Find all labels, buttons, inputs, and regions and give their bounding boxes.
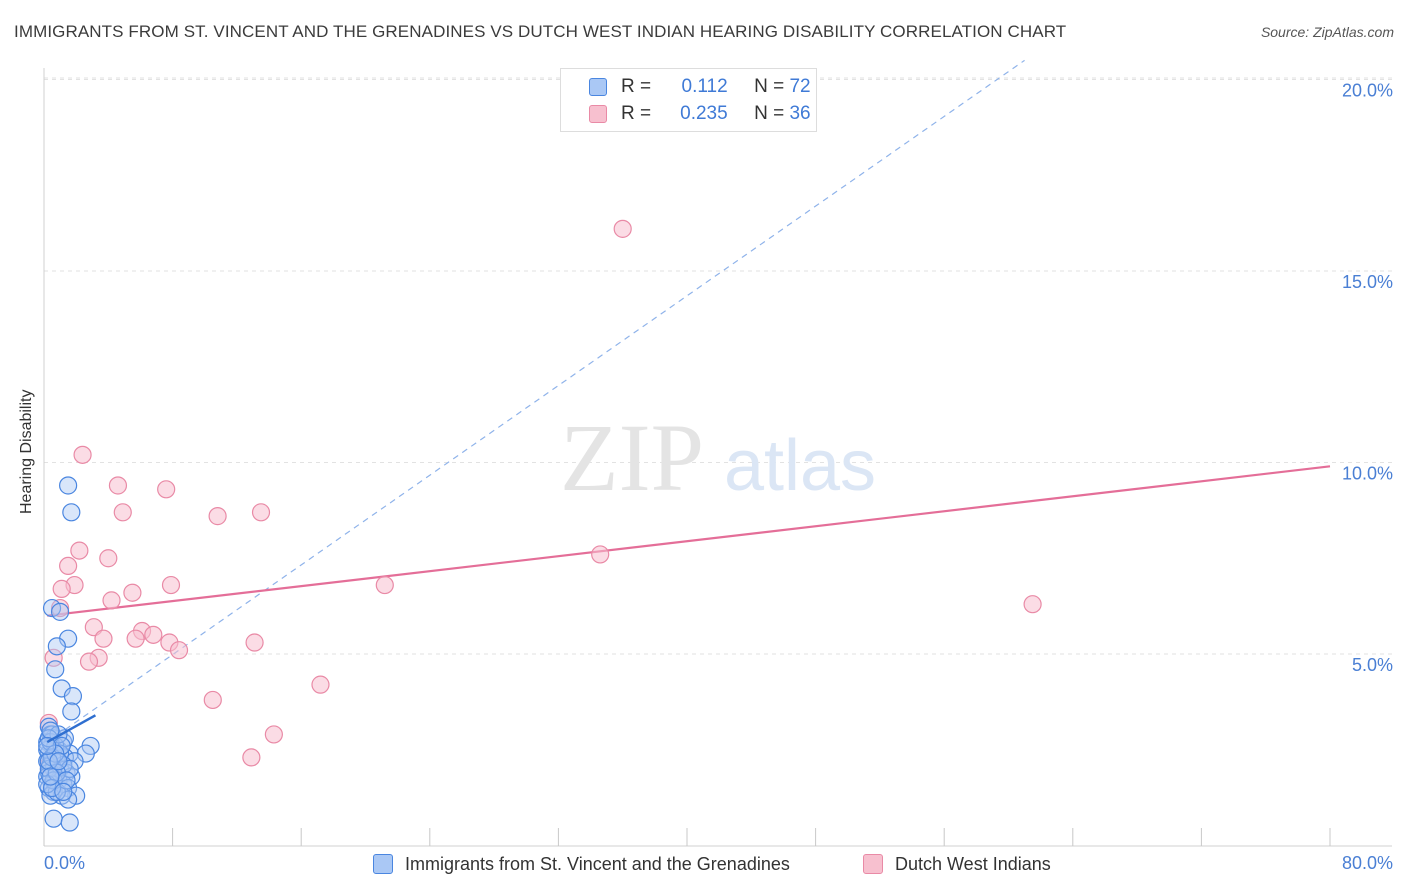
y-tick-label: 10.0% (1342, 464, 1393, 484)
dutch-west-indians-point (245, 633, 264, 652)
dutch-west-indians-point (251, 503, 271, 522)
dutch-west-indians-point (1023, 595, 1042, 614)
legend-n-value: 36 (789, 103, 811, 124)
correlation-legend: R = 0.112 N = 72 R = 0.235 N = 36 (560, 68, 817, 132)
st-vincent-point (50, 602, 70, 621)
dutch-west-indians-point (73, 445, 92, 464)
st-vincent-point (63, 687, 83, 706)
trend-lines (46, 59, 1331, 743)
bottom-legend-swatch-pink (863, 854, 883, 874)
dutch-west-indians-point (113, 503, 132, 522)
dutch-west-indians-point (44, 648, 63, 667)
gridlines (44, 77, 1392, 655)
legend-swatch-pink (589, 105, 607, 123)
legend-n-value: 72 (789, 76, 811, 97)
dutch-west-indians-point (102, 591, 121, 610)
dutch-west-indians-point (375, 575, 394, 595)
legend-r-label: R = (621, 76, 652, 97)
dutch-west-indians-point (242, 748, 261, 767)
watermark-zip: ZIP (560, 404, 704, 511)
x-tick-label: 80.0% (1342, 853, 1393, 873)
bottom-legend-dutch-west-indians: Dutch West Indians (863, 851, 1051, 877)
x-tick-label: 0.0% (44, 853, 85, 873)
dutch-west-indians-point (126, 629, 145, 648)
dutch-west-indians-point (79, 652, 99, 671)
chart-title: IMMIGRANTS FROM ST. VINCENT AND THE GREN… (14, 22, 1067, 41)
y-tick-label: 5.0% (1352, 655, 1393, 675)
legend-n-label: N = (754, 103, 785, 124)
dutch-west-indians-points (39, 219, 1042, 775)
dutch-west-indians-point (157, 480, 176, 499)
dutch-west-indians-point (108, 476, 128, 495)
dutch-west-indians-point (203, 690, 222, 710)
dutch-west-indians-point (70, 541, 89, 560)
legend-row-st-vincent: R = 0.112 N = 72 (589, 75, 811, 99)
y-tick-label: 20.0% (1342, 81, 1393, 101)
st-vincent-trend-solid (46, 714, 97, 744)
y-tick-label: 15.0% (1342, 272, 1393, 292)
st-vincent-point (38, 736, 57, 756)
legend-row-dutch-west-indians: R = 0.235 N = 36 (589, 102, 811, 126)
st-vincent-point (46, 660, 65, 679)
dutch-west-indians-point (591, 545, 610, 564)
legend-r-label: R = (621, 103, 652, 124)
st-vincent-point (62, 503, 81, 522)
dutch-west-indians-point (161, 575, 181, 595)
dutch-west-indians-point (144, 625, 163, 644)
dutch-west-indians-point (123, 583, 142, 602)
dutch-west-indians-point (311, 675, 330, 694)
st-vincent-point (54, 782, 73, 801)
st-vincent-point (41, 767, 60, 786)
st-vincent-points (38, 476, 100, 832)
st-vincent-point (47, 637, 66, 656)
tick-labels: 5.0% 10.0% 15.0% 20.0% 0.0% 80.0% (44, 81, 1393, 874)
dutch-west-indians-point (52, 579, 71, 598)
dutch-west-indians-point (613, 219, 632, 238)
st-vincent-point (39, 752, 58, 771)
bottom-legend-label: Immigrants from St. Vincent and the Gren… (405, 853, 790, 874)
dutch-west-indians-trend-line (47, 465, 1331, 617)
legend-r-value: 0.235 (680, 103, 728, 124)
st-vincent-point (49, 752, 68, 771)
bottom-legend-label: Dutch West Indians (895, 853, 1051, 874)
dutch-west-indians-point (94, 629, 113, 648)
dutch-west-indians-point (59, 556, 78, 576)
dutch-west-indians-point (99, 549, 118, 568)
axes (43, 68, 1392, 847)
legend-n-label: N = (754, 76, 785, 97)
bottom-legend-st-vincent: Immigrants from St. Vincent and the Gren… (373, 851, 790, 877)
st-vincent-point (44, 809, 63, 828)
dutch-west-indians-point (208, 507, 227, 526)
st-vincent-point (59, 476, 78, 495)
dutch-west-indians-point (264, 725, 283, 744)
st-vincent-trend-dashed (46, 59, 1025, 743)
legend-r-value: 0.112 (681, 76, 728, 97)
source-label: Source: ZipAtlas.com (1260, 24, 1394, 40)
bottom-legend-swatch-blue (373, 854, 393, 874)
watermark: ZIP atlas (560, 404, 876, 511)
st-vincent-point (60, 813, 79, 832)
legend-swatch-blue (589, 78, 607, 96)
st-vincent-point (62, 702, 81, 721)
dutch-west-indians-point (169, 641, 189, 660)
watermark-atlas: atlas (724, 426, 876, 506)
st-vincent-point (42, 778, 62, 798)
